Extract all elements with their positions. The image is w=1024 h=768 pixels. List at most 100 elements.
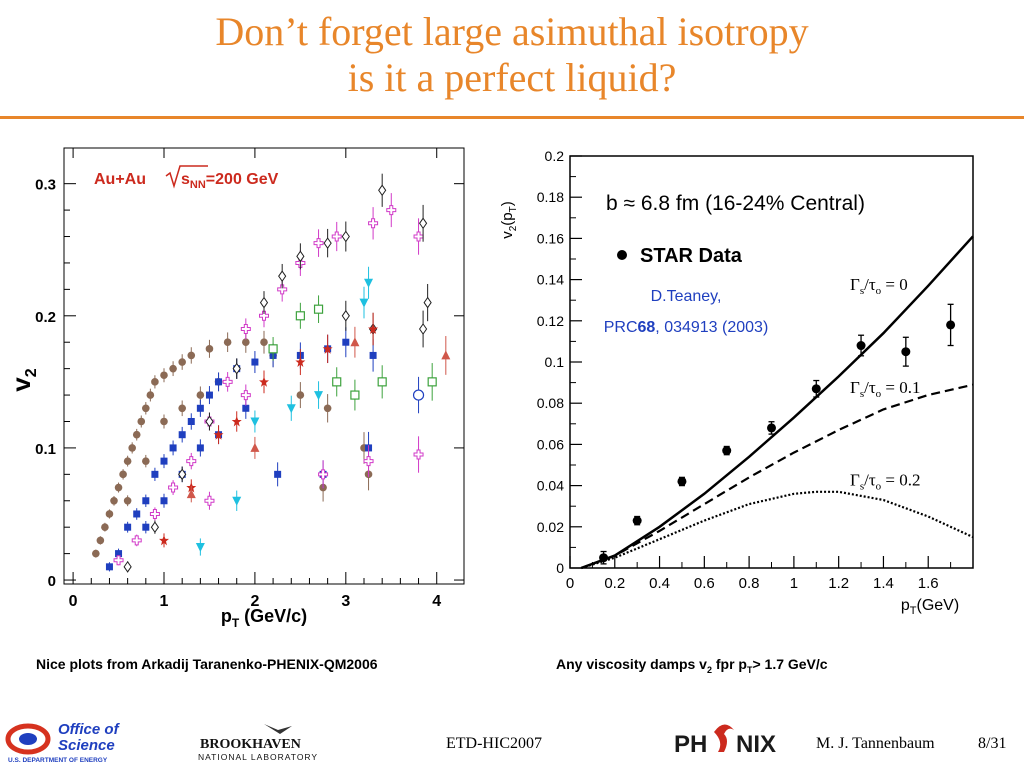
right-xtick-label: 0.8	[739, 575, 760, 592]
right-chart-xlabel: pT(GeV)	[901, 597, 959, 617]
left-point	[295, 311, 305, 321]
left-point	[318, 469, 329, 480]
right-citation-volume: 68	[638, 319, 656, 336]
left-point	[368, 218, 379, 229]
left-point	[169, 364, 177, 373]
right-data-point	[632, 516, 642, 526]
right-curve-label-part: o	[876, 481, 882, 493]
left-point	[149, 508, 160, 519]
left-chart-xlabel: pT (GeV/c)	[221, 606, 307, 630]
footer-author: M. J. Tannenbaum	[816, 735, 935, 752]
right-curve-label-part: = 0.2	[881, 471, 920, 490]
left-point	[187, 417, 195, 425]
left-ytick-label: 0	[48, 573, 56, 590]
right-ytick-label: 0.1	[545, 354, 565, 370]
right-ytick-label: 0.16	[537, 230, 564, 246]
left-point	[259, 376, 269, 387]
left-annotation-energy: sNN=200 GeV	[181, 171, 279, 191]
left-point	[124, 523, 132, 531]
left-point	[369, 351, 377, 359]
footer-conference: ETD-HIC2007	[446, 735, 542, 752]
right-legend-label: STAR Data	[640, 245, 743, 267]
office-logo-swirl-inner-icon	[19, 733, 37, 745]
phenix-logo: PH NIX	[674, 724, 776, 758]
left-point	[187, 351, 196, 360]
left-xlabel-unit: (GeV/c)	[239, 606, 307, 626]
left-point	[142, 523, 150, 531]
left-point	[350, 390, 360, 400]
left-point	[142, 457, 150, 465]
left-point	[359, 298, 369, 308]
right-ylabel-sub: 2	[508, 225, 519, 231]
left-point	[151, 378, 159, 386]
right-xtick-label: 0.6	[694, 575, 715, 592]
title-underline	[0, 116, 1024, 119]
right-ylabel-open: (p	[499, 212, 516, 225]
brookhaven-line2: NATIONAL LABORATORY	[198, 752, 318, 762]
left-point	[142, 404, 150, 413]
left-point	[105, 563, 113, 571]
left-point	[196, 444, 204, 452]
left-point	[215, 378, 223, 386]
left-point	[223, 338, 232, 347]
left-point	[160, 417, 168, 426]
left-point	[151, 470, 159, 478]
right-curve-label-part: = 0.1	[881, 378, 920, 397]
left-point	[114, 483, 123, 492]
right-citation-line2: PRC68, 034913 (2003)	[604, 319, 769, 336]
right-chart-curves	[580, 235, 974, 570]
left-point	[196, 404, 204, 412]
left-ylabel-sub: 2	[23, 368, 40, 377]
right-legend-marker	[617, 250, 627, 260]
right-xtick-label: 0	[566, 575, 574, 592]
right-xlabel-p: p	[901, 597, 910, 614]
right-data-point	[811, 384, 821, 394]
left-point	[274, 470, 282, 478]
right-curve-label-part: /τ	[864, 275, 876, 294]
right-curve-label-part: Γ	[850, 275, 860, 294]
left-point	[427, 377, 437, 387]
phenix-text-pre: PH	[674, 731, 707, 758]
caption-left: Nice plots from Arkadij Taranenko-PHENIX…	[36, 656, 378, 672]
left-xlabel-sub: T	[232, 616, 240, 630]
left-chart-annotation: Au+Au	[94, 171, 146, 188]
right-ytick-label: 0.2	[545, 148, 565, 164]
sqrt-sign-icon	[165, 165, 208, 189]
office-logo-line1: Office of	[58, 721, 121, 738]
left-chart-frame	[63, 147, 465, 585]
left-point	[205, 345, 214, 353]
right-curve-label-part: Γ	[850, 378, 860, 397]
phenix-text-post: NIX	[736, 731, 776, 758]
left-point	[268, 344, 278, 354]
left-xlabel-p: p	[221, 606, 232, 626]
right-curve-dotted	[580, 490, 974, 570]
right-data-point	[599, 553, 609, 563]
right-curve-label: Γs/τo = 0	[850, 275, 908, 297]
left-point	[169, 444, 177, 452]
left-point	[323, 404, 332, 413]
left-point	[286, 404, 296, 414]
left-point	[186, 456, 197, 467]
right-curve-label-part: Γ	[850, 471, 860, 490]
caption-right: Any viscosity damps v2 fpr pT> 1.7 GeV/c	[556, 656, 828, 675]
left-point	[296, 250, 305, 263]
right-curve-labels: Γs/τo = 0Γs/τo = 0.1Γs/τo = 0.2	[850, 275, 921, 493]
right-curve-label-part: = 0	[881, 275, 908, 294]
right-ylabel-close: )	[499, 201, 516, 206]
right-ytick-label: 0.02	[537, 519, 564, 535]
left-point	[133, 510, 141, 518]
caption-right-pre: Any viscosity damps v	[556, 656, 707, 672]
left-point	[178, 358, 186, 366]
left-point	[195, 543, 205, 553]
left-point	[146, 391, 155, 399]
left-point	[296, 391, 305, 399]
right-curve-label-part: /τ	[864, 378, 876, 397]
right-data-point	[767, 423, 776, 433]
office-logo-swirl-icon	[5, 723, 51, 755]
left-xtick-label: 1	[160, 593, 169, 610]
caption-right-post: > 1.7 GeV/c	[752, 656, 828, 672]
left-point	[323, 237, 332, 249]
right-ylabel-v: v	[499, 231, 516, 239]
left-point	[96, 536, 105, 545]
right-xtick-label: 1.2	[828, 575, 849, 592]
